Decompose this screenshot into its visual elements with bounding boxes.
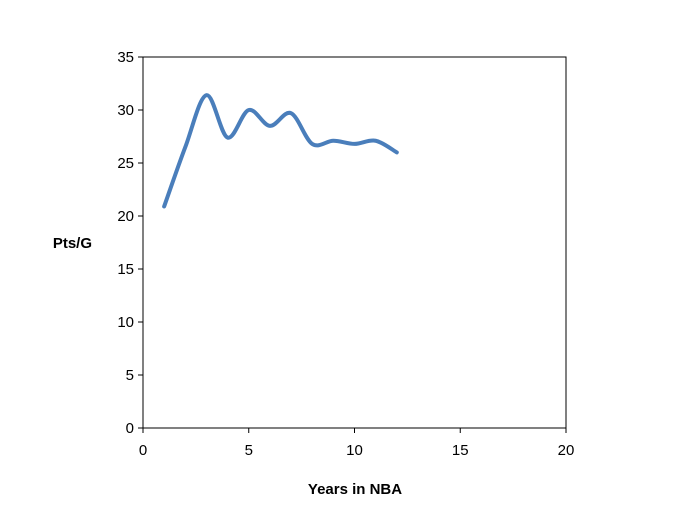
- y-tick-label: 0: [126, 420, 134, 437]
- x-tick-label: 0: [139, 442, 147, 459]
- x-axis-title: Years in NBA: [308, 481, 402, 498]
- x-tick-label: 5: [245, 442, 253, 459]
- x-tick-label: 15: [452, 442, 469, 459]
- y-tick-label: 15: [117, 261, 134, 278]
- y-tick-label: 25: [117, 155, 134, 172]
- x-tick-label: 20: [558, 442, 575, 459]
- plot-border: [142, 56, 567, 429]
- y-axis-title: Pts/G: [53, 235, 92, 252]
- x-axis: 0 5 10 15 20: [139, 428, 575, 459]
- plot-area: [142, 56, 567, 429]
- y-tick-label: 30: [117, 102, 134, 119]
- y-axis: 0 5 10 15 20 25 30 35: [117, 49, 143, 437]
- y-tick-label: 10: [117, 314, 134, 331]
- series-group: [162, 93, 399, 209]
- x-tick-label: 10: [346, 442, 363, 459]
- series-line: [162, 93, 399, 209]
- y-tick-label: 20: [117, 208, 134, 225]
- y-tick-label: 35: [117, 49, 134, 66]
- y-tick-label: 5: [126, 367, 134, 384]
